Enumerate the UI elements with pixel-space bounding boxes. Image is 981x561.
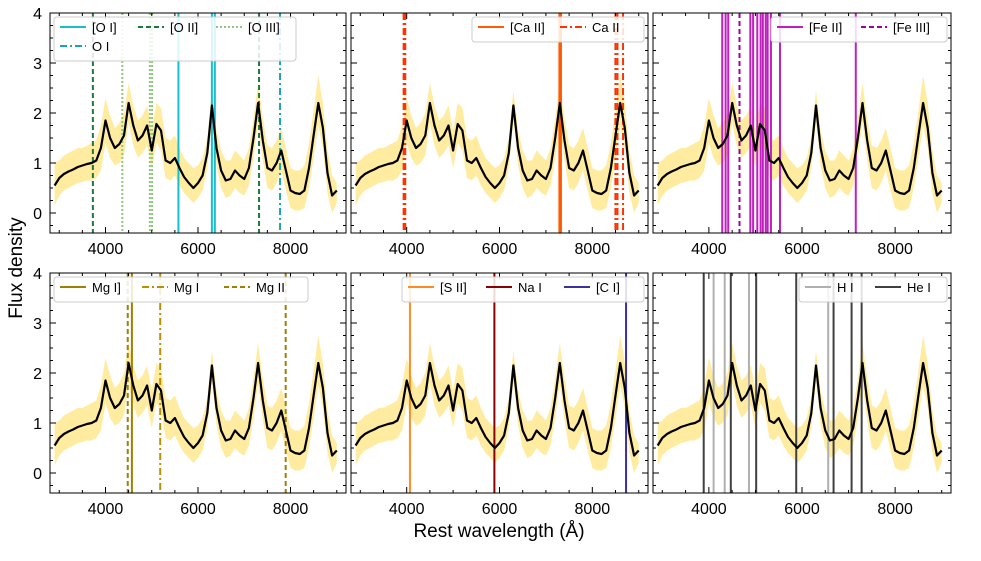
y-axis-title: Flux density	[6, 217, 27, 319]
legend-label: [O I]	[92, 20, 117, 35]
legend-box	[798, 276, 948, 303]
x-tick-label: 6000	[784, 501, 820, 518]
legend-label: O I	[92, 39, 109, 54]
mean-spectrum-line	[53, 101, 338, 197]
x-tick-label: 4000	[88, 501, 124, 518]
mean-spectrum-line	[354, 101, 640, 197]
legend: Mg I] Mg I Mg II	[53, 276, 309, 303]
uncertainty-band	[657, 335, 942, 473]
x-tick-label: 6000	[180, 501, 216, 518]
legend: H I He I	[798, 276, 948, 303]
legend-box	[471, 16, 645, 43]
y-tick-label: 0	[33, 206, 42, 223]
x-tick-label: 8000	[877, 501, 913, 518]
panel-3: 4000 6000 8000 [Fe II] [Fe III]	[652, 12, 952, 258]
x-tick-label: 4000	[691, 241, 727, 258]
uncertainty-band	[355, 335, 639, 473]
x-tick-label: 8000	[575, 241, 611, 258]
uncertainty-band	[355, 75, 639, 213]
mean-spectrum-line	[53, 361, 338, 457]
legend: [Ca II] Ca II	[471, 16, 645, 43]
legend: [Fe II] [Fe III]	[770, 16, 948, 43]
uncertainty-band	[54, 75, 337, 213]
x-tick-label: 6000	[784, 241, 820, 258]
legend-box	[53, 16, 297, 62]
x-axis-title: Rest wavelength (Å)	[413, 521, 584, 542]
legend-label: Mg I	[174, 280, 199, 295]
y-tick-label: 1	[33, 156, 42, 173]
y-tick-label: 4	[33, 6, 42, 23]
y-tick-label: 0	[33, 466, 42, 483]
x-tick-label: 8000	[575, 501, 611, 518]
panel-2: 4000 6000 8000 [Ca II] Ca II	[350, 12, 649, 258]
y-tick-label: 2	[33, 106, 42, 123]
legend-box	[53, 276, 309, 303]
panel-1: 4000 6000 8000 0 1 2 3 4 [O I] [O II] [O III] O I	[33, 6, 347, 258]
legend-label: [C I]	[596, 280, 620, 295]
x-tick-label: 8000	[877, 241, 913, 258]
legend-box	[401, 276, 645, 303]
x-tick-label: 4000	[389, 241, 425, 258]
panel-6: 4000 6000 8000 H I He I	[652, 272, 952, 518]
legend-label: [Fe II]	[809, 20, 842, 35]
y-tick-label: 4	[33, 266, 42, 283]
legend-label: Mg II	[256, 280, 285, 295]
mean-spectrum-line	[656, 101, 943, 197]
x-tick-label: 8000	[273, 501, 309, 518]
mean-spectrum-line	[656, 361, 943, 457]
legend-label: Na I	[518, 280, 542, 295]
panel-5: 4000 6000 8000 [S II] Na I [C I]	[350, 272, 649, 518]
x-tick-label: 8000	[273, 241, 309, 258]
legend-label: [O II]	[170, 20, 198, 35]
legend-label: Mg I]	[92, 280, 121, 295]
legend: [S II] Na I [C I]	[401, 276, 645, 303]
x-tick-label: 4000	[389, 501, 425, 518]
legend-label: He I	[907, 280, 931, 295]
x-tick-label: 6000	[180, 241, 216, 258]
x-tick-label: 6000	[482, 501, 518, 518]
legend-label: [O III]	[248, 20, 280, 35]
legend-label: [S II]	[440, 280, 467, 295]
y-tick-label: 1	[33, 416, 42, 433]
y-tick-label: 3	[33, 316, 42, 333]
legend: [O I] [O II] [O III] O I	[53, 16, 297, 62]
legend-label: Ca II	[592, 20, 619, 35]
y-tick-label: 3	[33, 56, 42, 73]
panel-4: 4000 6000 8000 0 1 2 3 4 Mg I] Mg I Mg II	[33, 266, 347, 518]
legend-label: [Fe III]	[893, 20, 930, 35]
x-tick-label: 4000	[88, 241, 124, 258]
x-tick-label: 4000	[691, 501, 727, 518]
x-tick-label: 6000	[482, 241, 518, 258]
legend-label: H I	[837, 280, 854, 295]
mean-spectrum-line	[354, 361, 640, 457]
uncertainty-band	[54, 335, 337, 473]
legend-label: [Ca II]	[510, 20, 545, 35]
y-tick-label: 2	[33, 366, 42, 383]
legend-box	[770, 16, 948, 43]
